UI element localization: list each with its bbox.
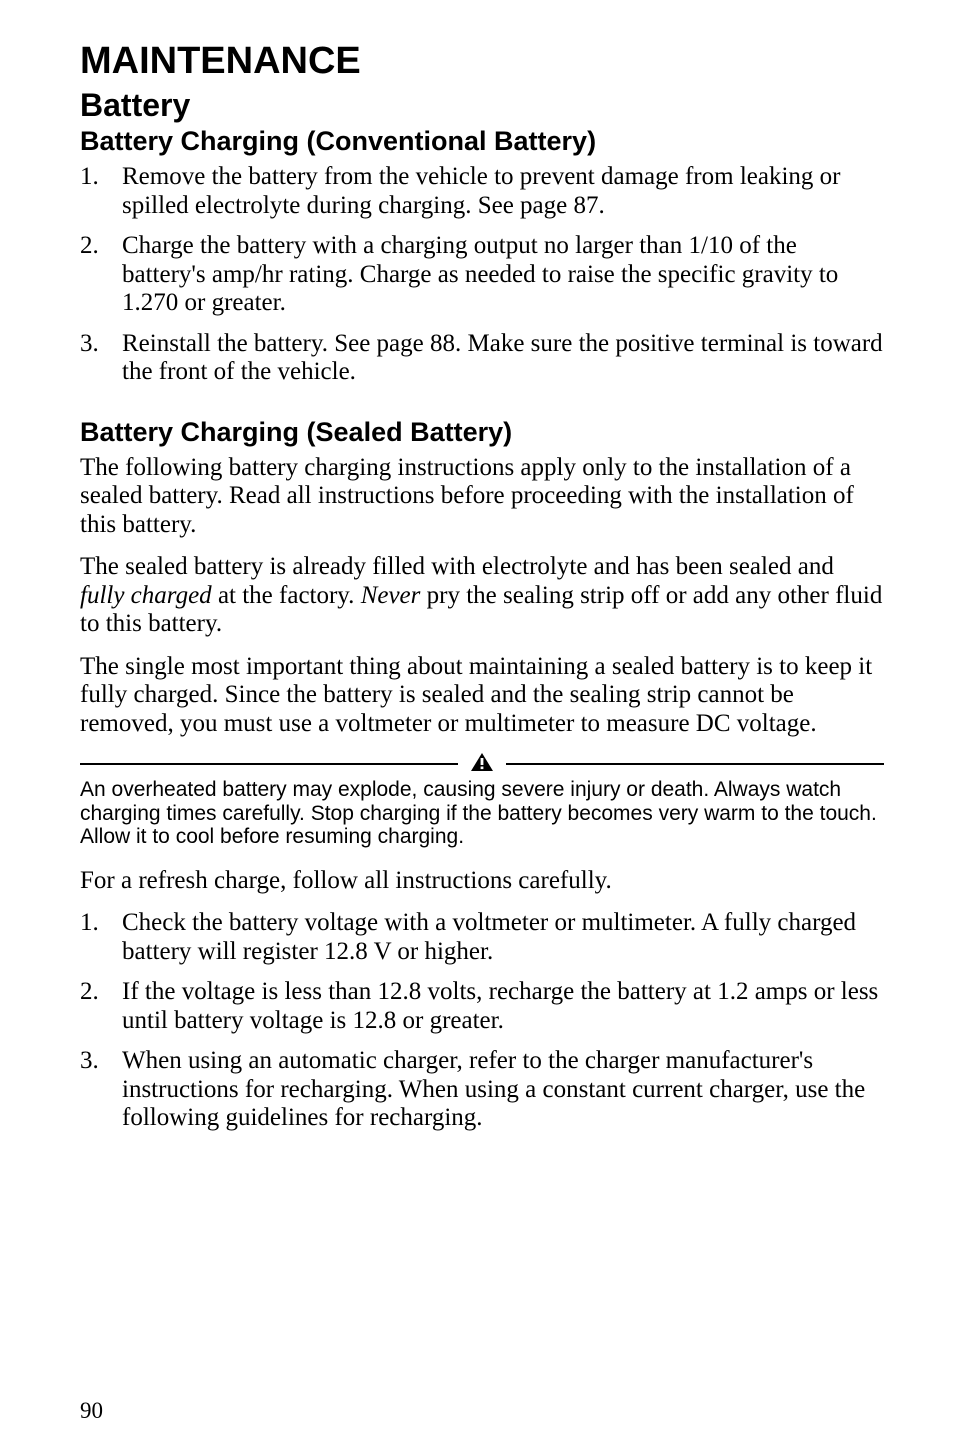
text-run: The sealed battery is already filled wit… [80,553,834,580]
warning-text: An overheated battery may explode, causi… [80,778,884,849]
list-item: Reinstall the battery. See page 88. Make… [80,330,884,387]
warning-callout: An overheated battery may explode, causi… [80,752,884,849]
warning-triangle-icon [470,752,494,776]
list-item: Check the battery voltage with a voltmet… [80,909,884,966]
chapter-title: MAINTENANCE [80,40,884,83]
emphasis-text: fully charged [80,582,212,609]
text-run: at the factory. [212,582,361,609]
subsection-title-conventional: Battery Charging (Conventional Battery) [80,126,884,157]
conventional-battery-steps: Remove the battery from the vehicle to p… [80,163,884,387]
body-paragraph: For a refresh charge, follow all instruc… [80,867,884,896]
list-item: Remove the battery from the vehicle to p… [80,163,884,220]
list-item: Charge the battery with a charging outpu… [80,232,884,318]
emphasis-text: Never [361,582,421,609]
page-number: 90 [80,1398,103,1424]
sealed-battery-steps: Check the battery voltage with a voltmet… [80,909,884,1133]
body-paragraph: The single most important thing about ma… [80,653,884,739]
warning-divider [80,752,884,776]
body-paragraph: The sealed battery is already filled wit… [80,553,884,639]
divider-line [80,763,458,765]
divider-line [506,763,884,765]
body-paragraph: The following battery charging instructi… [80,454,884,540]
section-title: Battery [80,87,884,124]
list-item: If the voltage is less than 12.8 volts, … [80,978,884,1035]
list-item: When using an automatic charger, refer t… [80,1047,884,1133]
subsection-title-sealed: Battery Charging (Sealed Battery) [80,417,884,448]
